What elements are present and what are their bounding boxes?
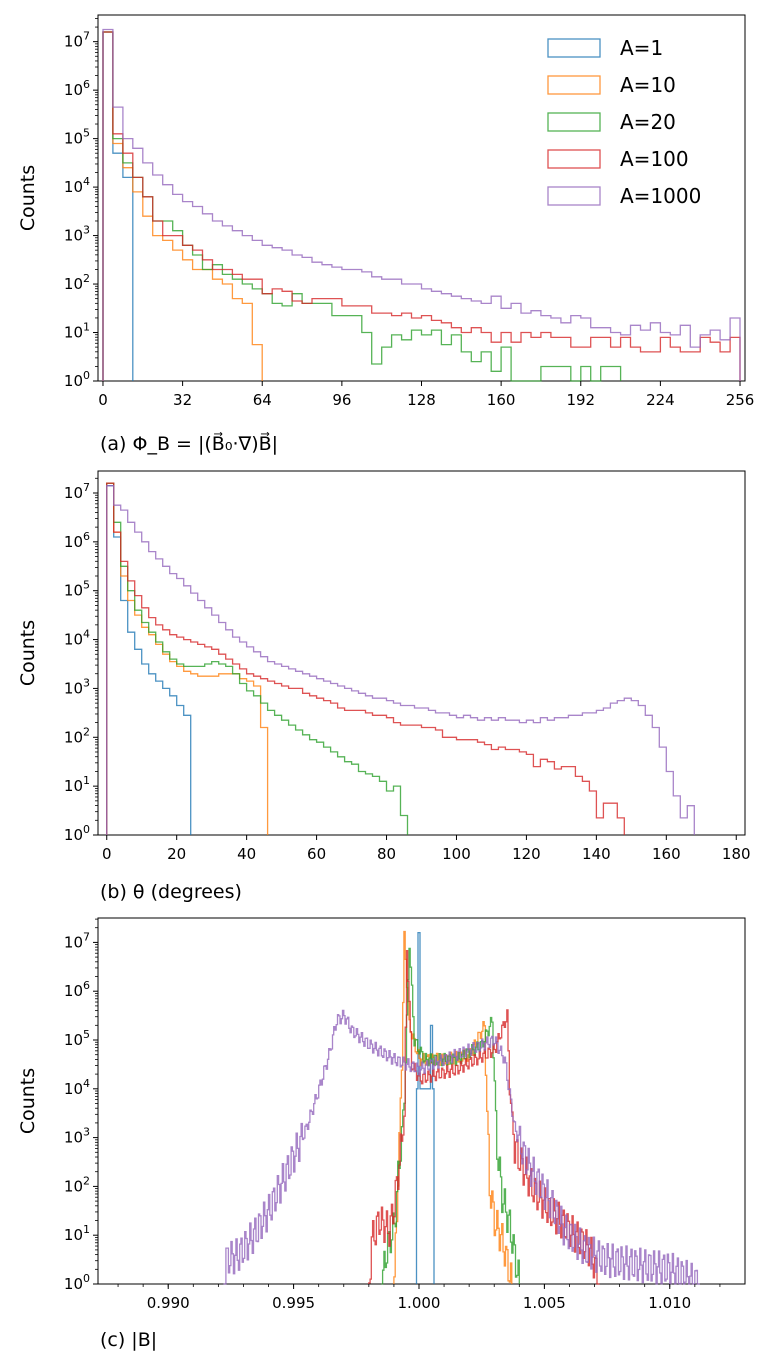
xtick-label: 80 [377, 845, 396, 863]
xtick-label: 160 [652, 845, 681, 863]
legend: A=1 A=10 A=20 A=100 A=1000 [547, 36, 701, 208]
xtick-label: 64 [253, 391, 272, 409]
legend-label: A=10 [620, 73, 676, 97]
legend-swatch [547, 186, 601, 206]
legend-swatch [547, 38, 601, 58]
ytick-label: 107 [64, 481, 90, 502]
series-a-a1000 [102, 28, 741, 381]
xtick-label: 20 [167, 845, 186, 863]
xtick-label: 128 [407, 391, 436, 409]
ytick-label: 100 [64, 823, 90, 844]
legend-swatch [547, 75, 601, 95]
xtick-label: 40 [237, 845, 256, 863]
ylabel-b: Counts [17, 620, 39, 686]
series-b-a1 [106, 485, 192, 835]
panel-a: 0 32 64 96 128 160 192 224 256 100 101 102 103 104 10… [17, 14, 755, 455]
xtick-label: 256 [726, 391, 755, 409]
legend-swatch [547, 149, 601, 169]
panel-c: 0.990 0.995 1.000 1.005 1.010 100 101 102 103 10… [17, 917, 746, 1351]
xtick-label: 180 [722, 845, 751, 863]
ytick-label: 107 [64, 30, 90, 51]
ytick-label: 105 [64, 579, 90, 600]
series-b-a100 [106, 482, 625, 835]
xtick-label: 32 [173, 391, 192, 409]
legend-label: A=100 [620, 147, 689, 171]
xtick-label: 100 [442, 845, 471, 863]
series-a-a100 [102, 31, 741, 381]
xtick-label: 1.010 [648, 1294, 691, 1312]
legend-swatch [547, 112, 601, 132]
legend-label: A=1 [620, 36, 663, 60]
xtick-label: 160 [487, 391, 516, 409]
xtick-label: 96 [332, 391, 351, 409]
ytick-label: 105 [64, 127, 90, 148]
panel-b: 0 20 40 60 80 100 120 140 160 180 100 101 102 103 104… [17, 470, 751, 903]
ytick-label: 104 [64, 628, 90, 649]
ytick-label: 102 [64, 1174, 90, 1195]
xtick-label: 1.000 [398, 1294, 441, 1312]
ytick-label: 106 [64, 78, 90, 99]
series-b-a20 [106, 482, 409, 835]
ytick-label: 100 [64, 369, 90, 390]
series-c-a1000 [223, 1009, 700, 1285]
ylabel-a: Counts [17, 165, 39, 231]
xtick-label: 192 [566, 391, 595, 409]
ytick-label: 100 [64, 1272, 90, 1293]
xtick-label: 60 [307, 845, 326, 863]
legend-label: A=1000 [620, 184, 701, 208]
xtick-label: 140 [582, 845, 611, 863]
ytick-label: 101 [64, 774, 90, 795]
ytick-label: 107 [64, 930, 90, 951]
series-a-a10 [102, 31, 263, 381]
ytick-label: 102 [64, 725, 90, 746]
ytick-label: 106 [64, 979, 90, 1000]
xlabel-a: (a) Φ_B = |(B⃗₀·∇)B⃗| [100, 432, 278, 455]
xlabel-b: (b) θ (degrees) [100, 881, 242, 903]
ylabel-c: Counts [17, 1068, 39, 1134]
ytick-label: 103 [64, 1126, 90, 1147]
ytick-label: 102 [64, 272, 90, 293]
xtick-label: 0 [98, 391, 108, 409]
ytick-label: 101 [64, 321, 90, 342]
ytick-label: 104 [64, 175, 90, 196]
ytick-label: 103 [64, 224, 90, 245]
legend-label: A=20 [620, 110, 676, 134]
axes-frame-c [97, 917, 746, 1285]
axes-frame-b [97, 470, 746, 836]
ytick-label: 105 [64, 1028, 90, 1049]
series-b-a10 [106, 482, 269, 835]
series-a-a1 [102, 31, 134, 381]
xlabel-c: (c) |B| [100, 1329, 157, 1351]
series-b-a1000 [106, 485, 695, 835]
ytick-label: 104 [64, 1077, 90, 1098]
xtick-label: 0.990 [147, 1294, 190, 1312]
xtick-label: 224 [646, 391, 675, 409]
ytick-label: 101 [64, 1223, 90, 1244]
ytick-label: 106 [64, 530, 90, 551]
xtick-label: 1.005 [523, 1294, 566, 1312]
ytick-label: 103 [64, 676, 90, 697]
xtick-label: 0.995 [272, 1294, 315, 1312]
series-a-a20 [102, 31, 622, 382]
series-c-a1 [415, 931, 435, 1284]
xtick-label: 120 [512, 845, 541, 863]
xtick-label: 0 [102, 845, 112, 863]
